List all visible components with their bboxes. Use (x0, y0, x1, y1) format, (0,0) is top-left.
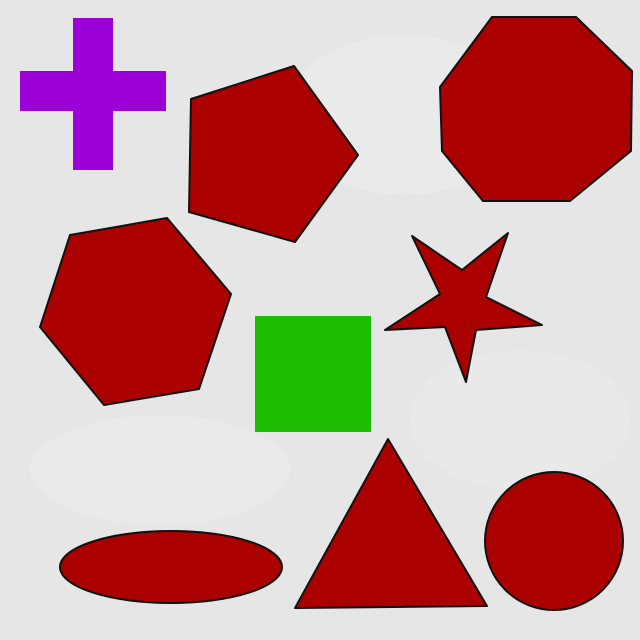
star-shape (384, 232, 543, 383)
hexagon-shape (39, 217, 232, 406)
triangle-shape (294, 438, 488, 609)
purple-cross-shape (20, 18, 166, 170)
pentagon-shape (188, 65, 359, 243)
green-square-shape (255, 316, 371, 432)
octagon-shape (439, 16, 633, 202)
ellipse-shape (59, 530, 283, 604)
circle-shape (484, 471, 624, 611)
